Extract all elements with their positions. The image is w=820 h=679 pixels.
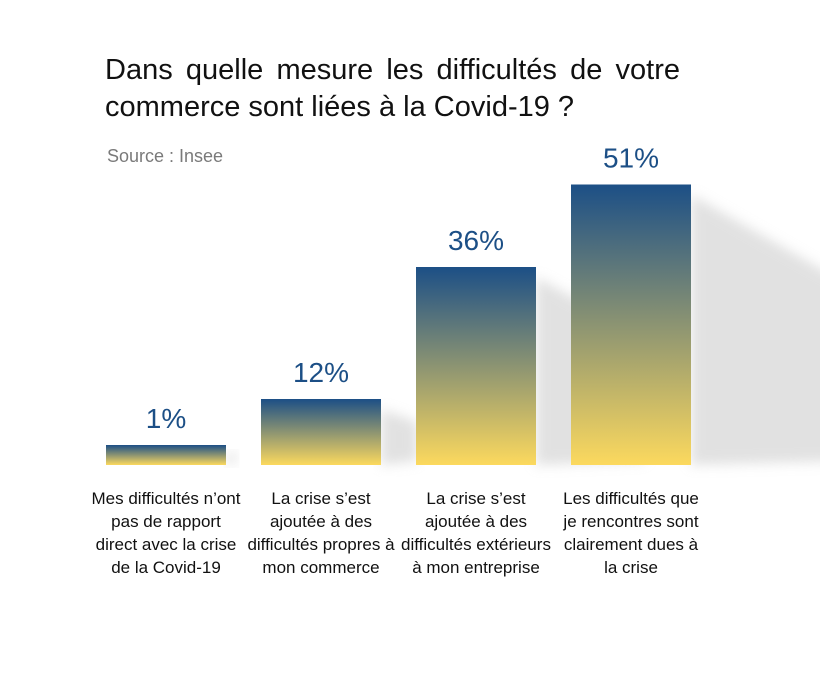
bar <box>106 445 226 465</box>
chart-title: Dans quelle mesure les difficultés de vo… <box>105 54 680 123</box>
bar-shadow <box>691 194 820 465</box>
bar-value-label: 1% <box>146 403 186 434</box>
bar <box>416 267 536 465</box>
source-note: Source : Insee <box>107 146 224 166</box>
bar-value-label: 51% <box>603 143 659 174</box>
category-label: Mes difficultés n’ont pas de rapport dir… <box>91 489 241 577</box>
bar <box>571 184 691 465</box>
category-label: La crise s’est ajoutée à des difficultés… <box>247 489 395 577</box>
category-label: Les difficultés que je rencontres sont c… <box>563 489 699 577</box>
bar-value-label: 12% <box>293 357 349 388</box>
bar-shadow <box>226 452 237 465</box>
category-label: La crise s’est ajoutée à des difficultés… <box>401 489 551 577</box>
bar <box>261 399 381 465</box>
bar-value-label: 36% <box>448 225 504 256</box>
bar-shadow <box>381 409 418 465</box>
